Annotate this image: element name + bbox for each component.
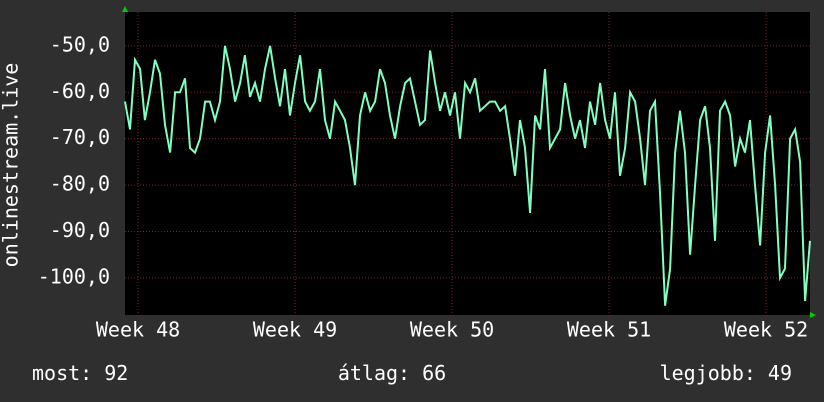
data-line [124,45,811,306]
x-tick-label: Week 50 [410,318,494,342]
x-tick-label: Week 49 [253,318,337,342]
y-tick-label: -70,0 [50,125,110,149]
stat: most: 92 [32,361,128,385]
axis-arrow [810,312,816,318]
stat-label: most: [32,361,92,385]
y-axis-label: onlinestream.live [0,63,23,268]
stats: most: 92 átlag: 66 legjobb: 49 [32,361,792,385]
y-tick-label: -100,0 [38,264,110,288]
x-tick-label: Week 48 [96,318,180,342]
stat: átlag: 66 [338,361,446,385]
stat-label: átlag: [338,361,410,385]
stat-value: 49 [768,361,792,385]
stat-label: legjobb: [660,361,756,385]
stat: legjobb: 49 [660,361,792,385]
y-tick-label: -80,0 [50,172,110,196]
axis-arrow [122,6,128,12]
stat-value: 92 [104,361,128,385]
y-tick-label: -60,0 [50,79,110,103]
stat-value: 66 [422,361,446,385]
y-tick-label: -50,0 [50,32,110,56]
y-tick-label: -90,0 [50,218,110,242]
x-tick-label: Week 51 [567,318,651,342]
x-tick-label: Week 52 [724,318,808,342]
